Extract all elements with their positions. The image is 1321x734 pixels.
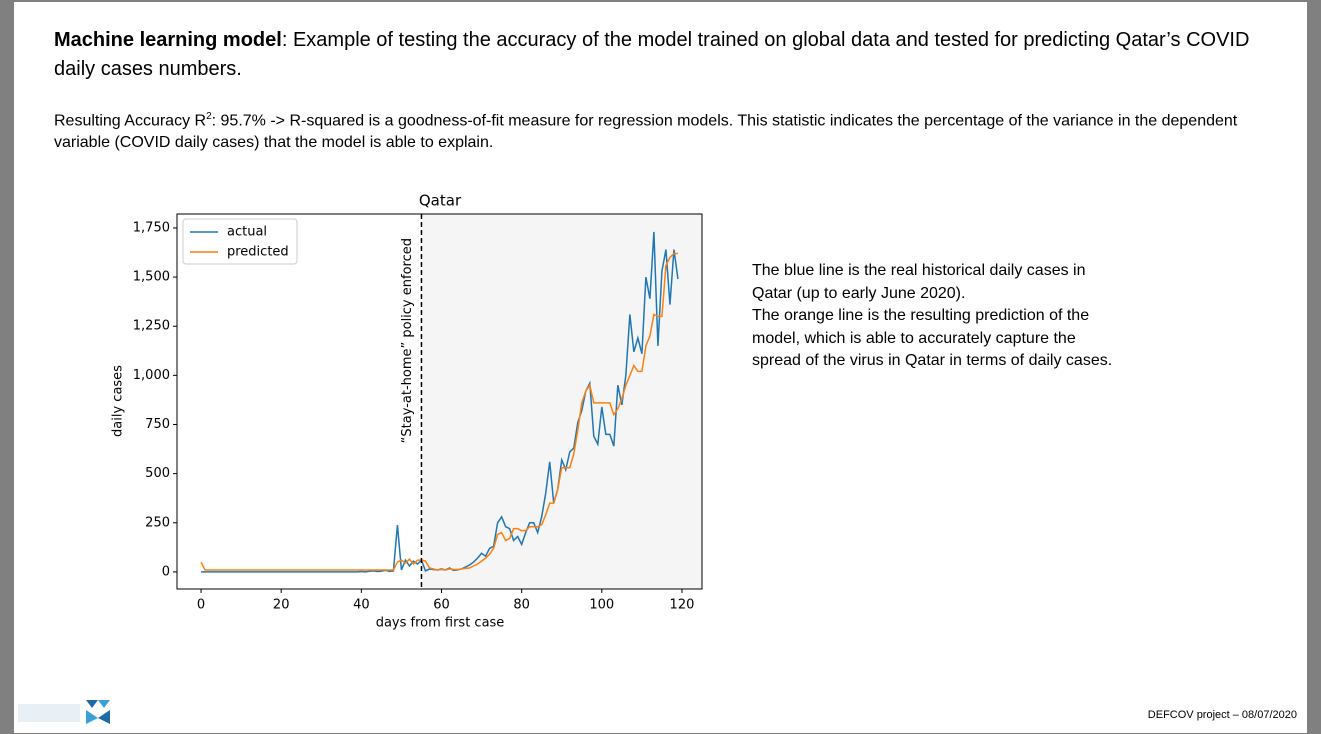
y-tick-label: 1,500 xyxy=(133,270,170,285)
paragraph: The blue line is the real historical dai… xyxy=(752,262,1086,302)
y-tick-label: 1,750 xyxy=(133,220,170,235)
superscript: 2 xyxy=(206,111,212,122)
logo-shape xyxy=(86,700,98,708)
annotation-label: “Stay-at-home” policy enforced xyxy=(400,238,415,443)
x-axis-label: days from first case xyxy=(376,616,505,631)
paragraph: The orange line is the resulting predict… xyxy=(752,307,1113,369)
x-tick-label: 120 xyxy=(670,598,695,613)
x-tick-label: 40 xyxy=(353,598,370,613)
x-tick-label: 60 xyxy=(433,598,450,613)
legend-label: actual xyxy=(227,225,267,240)
title-rest: : Example of testing the accuracy of the… xyxy=(54,29,1250,80)
x-tick-label: 80 xyxy=(513,598,530,613)
side-text: The blue line is the real historical dai… xyxy=(752,260,1122,373)
plot-frame xyxy=(176,213,703,590)
accuracy-part: : 95.7% -> R-squared is a goodness-of-fi… xyxy=(54,112,1238,152)
legend-label: predicted xyxy=(227,245,289,260)
logo xyxy=(18,700,110,724)
chart-title: Qatar xyxy=(419,192,462,210)
accuracy-part: Resulting Accuracy R xyxy=(54,112,207,130)
x-tick-label: 20 xyxy=(273,598,290,613)
y-tick-label: 500 xyxy=(145,466,170,481)
logo-shape xyxy=(98,700,110,708)
data-line xyxy=(200,252,678,571)
y-tick-label: 1,000 xyxy=(133,368,170,383)
footer: DEFCOV project – 08/07/2020 xyxy=(1147,709,1297,721)
x-tick-label: 100 xyxy=(589,598,614,613)
shaded-region xyxy=(421,214,702,589)
accuracy-text: Resulting Accuracy R2: 95.7% -> R-square… xyxy=(54,106,1254,154)
logo-shape xyxy=(98,710,110,724)
y-tick-label: 0 xyxy=(162,564,170,579)
y-axis-label: daily cases xyxy=(111,365,126,437)
logo-text-block xyxy=(18,704,80,722)
slide: Machine learning model: Example of testi… xyxy=(14,2,1307,733)
x-tick-label: 0 xyxy=(197,598,205,613)
slide-title: Machine learning model: Example of testi… xyxy=(54,26,1254,84)
y-tick-label: 250 xyxy=(145,515,170,530)
y-tick-label: 1,250 xyxy=(133,319,170,334)
title-bold: Machine learning model xyxy=(54,29,282,51)
logo-shape xyxy=(86,710,98,724)
y-tick-label: 750 xyxy=(145,417,170,432)
